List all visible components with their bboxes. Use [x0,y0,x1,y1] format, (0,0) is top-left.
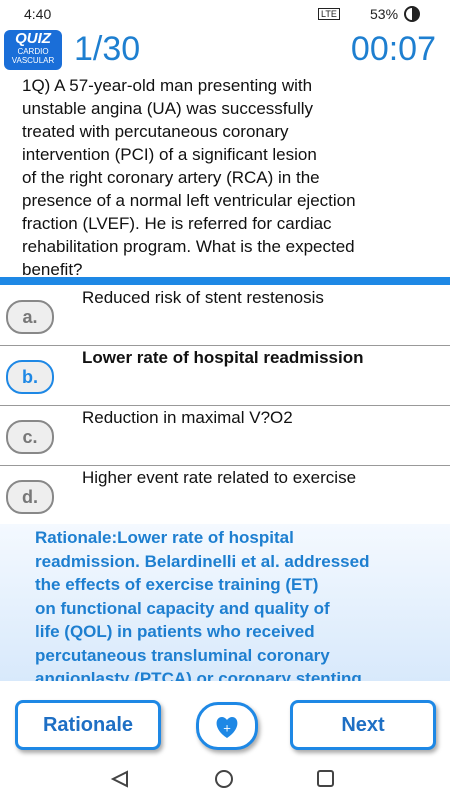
option-text: Lower rate of hospital readmission [82,348,364,367]
question-line: presence of a normal left ventricular ej… [22,191,356,210]
rationale-line: on functional capacity and quality of [35,598,330,618]
question-line: benefit? [22,260,83,279]
question-line: 1Q) A 57-year-old man presenting with [22,76,313,95]
home-button[interactable] [215,770,233,788]
option-letter: c. [6,420,54,454]
question-line: of the right coronary artery (RCA) in th… [22,168,320,187]
question-line: intervention (PCI) of a significant lesi… [22,145,317,164]
rationale-line: Rationale:Lower rate of hospital [35,528,294,547]
battery: 53% [370,6,399,22]
rationale-line: angioplasty (PTCA) or coronary stenting [35,669,362,681]
next-button[interactable]: Next [290,700,436,750]
rationale-line: the effects of exercise training (ET) [35,575,319,594]
timer: 00:07 [350,30,436,68]
logo-line: VASCULAR [11,56,55,65]
question-line: treated with percutaneous coronary [22,122,289,141]
option-letter: d. [6,480,54,514]
favorite-label: + [223,720,231,735]
question-line: fraction (LVEF). He is referred for card… [22,214,332,233]
app-logo: QUIZ CARDIO VASCULAR [4,30,62,70]
option-letter: b. [6,360,54,394]
recents-button[interactable] [317,770,334,787]
status-bar: 4:40 LTE 53% [0,0,450,28]
back-button[interactable] [110,770,128,788]
rationale-line: readmission. Belardinelli et al. address… [35,551,370,571]
question: 1Q) A 57-year-old man presenting with uns… [22,74,356,281]
option[interactable]: a. Reduced risk of stent restenosis [0,286,450,346]
option-text: Reduced risk of stent restenosis [82,288,324,307]
question-line: rehabilitation program. What is the expe… [22,237,355,256]
heart-icon: + [216,717,238,738]
question-line: unstable angina (UA) was successfully [22,99,314,118]
option-text: Higher event rate related to exercise [82,468,357,487]
divider-bar [0,277,450,285]
rationale-panel: Rationale:Lower rate of hospital readmiss… [0,524,450,681]
nav-bar [110,770,334,788]
logo-line: CARDIO [17,47,49,56]
option-letter: a. [6,300,54,334]
rationale-line: life (QOL) in patients who received [35,622,315,641]
time: 4:40 [24,6,52,22]
network: LTE [318,8,340,20]
favorite-button[interactable]: + [196,702,258,750]
battery-icon [404,6,420,22]
rationale-button[interactable]: Rationale [15,700,161,750]
option[interactable]: b. Lower rate of hospital readmission [0,346,450,406]
rationale-line: percutaneous transluminal coronary [35,645,330,665]
option[interactable]: d. Higher event rate related to exercise [0,466,450,526]
logo-title: QUIZ [15,30,51,47]
option[interactable]: c. Reduction in maximal V?O2 [0,406,450,466]
question-counter: 1/30 [74,30,141,68]
option-text: Reduction in maximal V?O2 [82,408,293,427]
